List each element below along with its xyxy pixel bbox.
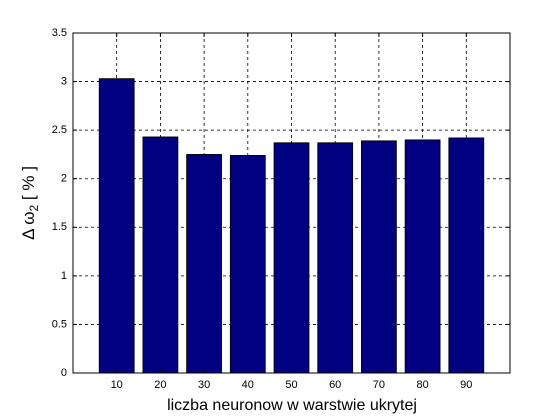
bar bbox=[448, 137, 485, 374]
y-label-sub: 2 bbox=[27, 205, 41, 212]
x-tick-label: 30 bbox=[198, 379, 210, 391]
x-tick-label: 70 bbox=[373, 379, 385, 391]
bar bbox=[273, 142, 310, 374]
y-tick-label: 0.5 bbox=[52, 318, 67, 330]
x-tick-label: 10 bbox=[111, 379, 123, 391]
x-tick-label: 50 bbox=[285, 379, 297, 391]
y-tick-label: 1.5 bbox=[52, 221, 67, 233]
plot-frame bbox=[72, 32, 511, 374]
bar bbox=[142, 136, 179, 374]
bar bbox=[98, 78, 135, 374]
x-tick-label: 80 bbox=[416, 379, 428, 391]
x-tick-label: 20 bbox=[154, 379, 166, 391]
y-tick-label: 3 bbox=[61, 75, 67, 87]
y-tick-label: 0 bbox=[61, 367, 67, 379]
y-label-rest: [ % ] bbox=[19, 166, 38, 205]
y-tick-label: 1 bbox=[61, 270, 67, 282]
bar bbox=[317, 142, 354, 374]
y-label-main: Δ ω bbox=[19, 212, 38, 240]
x-tick-label: 90 bbox=[460, 379, 472, 391]
y-tick-label: 2 bbox=[61, 173, 67, 185]
x-tick-label: 60 bbox=[329, 379, 341, 391]
bar bbox=[186, 154, 222, 374]
bar bbox=[404, 139, 441, 374]
y-tick-label: 2.5 bbox=[52, 124, 67, 136]
bar bbox=[361, 140, 397, 374]
y-tick-label: 3.5 bbox=[52, 27, 67, 39]
bar bbox=[229, 154, 266, 374]
x-axis-label: liczba neuronow w warstwie ukrytej bbox=[167, 397, 417, 414]
x-tick-label: 40 bbox=[242, 379, 254, 391]
y-axis-label: Δ ω2 [ % ] bbox=[19, 166, 41, 240]
